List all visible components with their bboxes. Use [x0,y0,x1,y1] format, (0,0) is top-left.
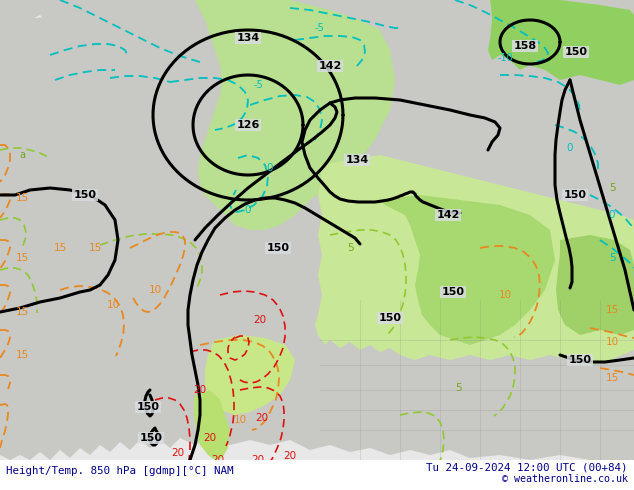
Text: 10: 10 [233,415,247,425]
Text: 150: 150 [569,355,592,365]
Text: 134: 134 [346,155,368,165]
Text: 0: 0 [609,210,615,220]
Text: 20: 20 [283,451,297,461]
Text: 5: 5 [347,243,353,253]
Text: 0: 0 [267,163,273,173]
Text: 0: 0 [245,205,251,215]
Text: 15: 15 [88,243,101,253]
Text: 142: 142 [436,210,460,220]
Polygon shape [380,195,555,345]
Text: © weatheronline.co.uk: © weatheronline.co.uk [502,474,628,484]
Text: 150: 150 [564,190,586,200]
Text: 20: 20 [256,413,269,423]
Text: 142: 142 [318,61,342,71]
Text: 150: 150 [74,190,96,200]
Text: 126: 126 [236,120,260,130]
Text: 0: 0 [567,143,573,153]
Text: 15: 15 [605,373,619,383]
Text: 10: 10 [148,285,162,295]
Text: 20: 20 [252,455,264,465]
Text: 150: 150 [441,287,465,297]
Polygon shape [315,155,634,365]
Text: Tu 24-09-2024 12:00 UTC (00+84): Tu 24-09-2024 12:00 UTC (00+84) [427,462,628,472]
Text: 150: 150 [139,433,162,443]
Text: 15: 15 [605,305,619,315]
Text: 20: 20 [254,315,266,325]
Text: 20: 20 [204,433,217,443]
Text: 10: 10 [605,337,619,347]
Text: 158: 158 [514,41,536,51]
Polygon shape [194,390,230,460]
Text: 150: 150 [378,313,401,323]
Text: 20: 20 [211,455,224,465]
Bar [0,460,634,490]
Text: 5: 5 [609,183,616,193]
Text: a: a [19,150,25,160]
Polygon shape [195,0,395,230]
Text: 20: 20 [193,385,207,395]
Text: 15: 15 [15,193,29,203]
Polygon shape [0,0,634,70]
Text: 150: 150 [136,402,160,412]
Text: 15: 15 [15,350,29,360]
Text: 15: 15 [53,243,67,253]
Text: 5: 5 [609,253,616,263]
Text: -5: -5 [253,80,263,90]
Text: -10: -10 [497,53,513,63]
Text: 15: 15 [15,307,29,317]
Text: -5: -5 [314,23,324,33]
Polygon shape [488,0,634,85]
Text: 10: 10 [498,290,512,300]
Text: 15: 15 [15,253,29,263]
Text: 20: 20 [171,448,184,458]
Polygon shape [205,335,295,415]
Polygon shape [0,5,634,460]
Text: 10: 10 [107,300,120,310]
Text: 150: 150 [564,47,588,57]
Text: 5: 5 [455,383,462,393]
Text: 134: 134 [236,33,260,43]
Text: 150: 150 [266,243,290,253]
Polygon shape [556,235,634,335]
Text: Height/Temp. 850 hPa [gdmp][°C] NAM: Height/Temp. 850 hPa [gdmp][°C] NAM [6,466,233,476]
